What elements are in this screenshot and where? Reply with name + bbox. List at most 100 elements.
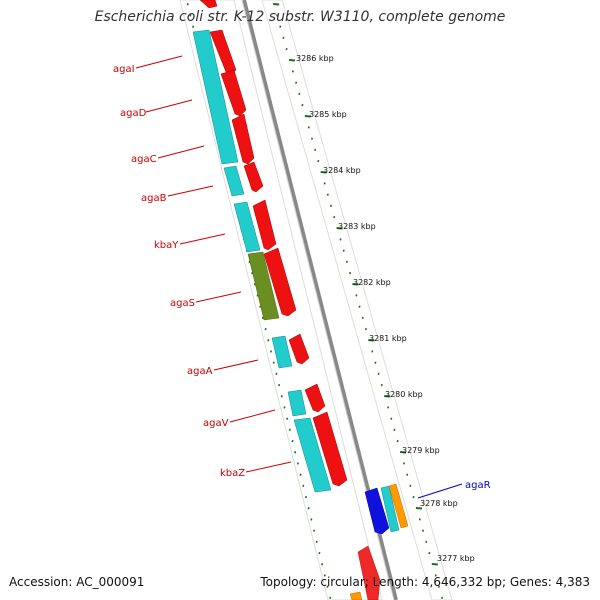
- inner-tick-mark: [278, 383, 281, 387]
- outer-tick-mark: [275, 14, 279, 17]
- gene-label-agaR[interactable]: agaR: [465, 480, 491, 491]
- outer-tick-mark: [418, 518, 421, 521]
- outer-tick-mark: [307, 126, 310, 129]
- inner-tick-mark: [302, 484, 305, 488]
- inner-tick-mark: [291, 439, 294, 443]
- outer-tick-mark: [431, 563, 438, 566]
- outer-tick-mark: [355, 294, 358, 297]
- gene-red-9[interactable]: [312, 411, 348, 487]
- gene-red-10[interactable]: [357, 545, 381, 600]
- outer-tick-mark: [371, 350, 374, 353]
- inner-tick-mark: [288, 428, 291, 432]
- gene-label-agaA[interactable]: agaA: [187, 366, 213, 377]
- scale-label-3281: 3281 kbp: [369, 334, 407, 343]
- inner-tick-mark: [294, 451, 297, 454]
- gene-agaR[interactable]: [364, 487, 390, 535]
- outer-tick-mark: [342, 249, 345, 252]
- gene-orange-1[interactable]: [388, 483, 409, 529]
- gene-red-7[interactable]: [288, 333, 310, 365]
- outer-tick-mark: [301, 103, 304, 107]
- inner-tick-mark: [321, 563, 324, 566]
- inner-tick-mark: [192, 25, 195, 28]
- inner-tick-mark: [186, 3, 189, 6]
- gene-orange-2[interactable]: [349, 591, 363, 600]
- inner-tick-mark: [299, 473, 302, 476]
- gene-label-agaB[interactable]: agaB: [141, 193, 167, 204]
- map-title: Escherichia coli str. K-12 substr. W3110…: [94, 9, 506, 25]
- gene-label-kbaZ[interactable]: kbaZ: [220, 468, 245, 479]
- inner-tick-mark: [283, 406, 286, 409]
- gene-label-group: agaI agaD agaC agaB kbaY agaS agaA agaV …: [113, 64, 491, 491]
- scale-label-3284: 3284 kbp: [323, 166, 361, 175]
- inner-tick-mark: [269, 350, 273, 353]
- gene-label-agaS[interactable]: agaS: [170, 298, 195, 309]
- gene-red-2[interactable]: [220, 69, 247, 117]
- inner-tick-mark: [189, 14, 192, 17]
- scale-label-3285: 3285 kbp: [309, 110, 347, 119]
- gene-red-8[interactable]: [304, 383, 326, 413]
- outer-tick-mark: [437, 585, 440, 588]
- gene-agaR-partner[interactable]: [380, 485, 400, 533]
- outer-tick-mark: [288, 59, 296, 62]
- inner-tick-mark: [329, 596, 332, 600]
- outer-tick-mark: [348, 271, 352, 275]
- outer-tick-mark: [339, 238, 342, 241]
- inner-tick-mark: [304, 495, 308, 499]
- inner-tick-mark: [272, 361, 275, 364]
- gene-kbaZ[interactable]: [293, 417, 332, 493]
- accession-text: Accession: AC_000091: [9, 575, 145, 589]
- gene-agaB[interactable]: [223, 165, 245, 197]
- outer-tick-mark: [409, 484, 412, 488]
- gene-agaV[interactable]: [287, 389, 307, 417]
- gene-label-agaD[interactable]: agaD: [120, 108, 147, 119]
- gene-agaS[interactable]: [247, 251, 280, 321]
- outer-tick-mark: [314, 148, 317, 152]
- outer-tick-mark: [317, 159, 320, 163]
- outer-tick-mark: [323, 182, 326, 185]
- inner-tick-mark: [312, 529, 316, 532]
- leader-lines: [135, 55, 463, 499]
- outer-tick-mark: [304, 115, 311, 118]
- gene-agaA[interactable]: [271, 335, 293, 369]
- gene-red-6[interactable]: [263, 247, 297, 317]
- outer-tick-mark: [368, 339, 375, 342]
- outer-tick-mark: [393, 428, 396, 432]
- outer-tick-mark: [326, 193, 329, 196]
- inner-tick-mark: [286, 417, 289, 420]
- outer-tick-mark: [415, 507, 423, 510]
- gene-label-agaI[interactable]: agaI: [113, 64, 135, 75]
- outer-tick-mark: [428, 551, 431, 555]
- scale-label-3282: 3282 kbp: [353, 278, 391, 287]
- forward-cds-track: [199, 0, 381, 600]
- outer-tick-mark: [282, 36, 285, 40]
- gene-red-4[interactable]: [243, 161, 264, 193]
- outer-tick-mark: [361, 316, 364, 320]
- scale-label-3279: 3279 kbp: [402, 446, 440, 455]
- gene-agaI[interactable]: [192, 29, 239, 165]
- outer-tick-mark: [441, 596, 444, 600]
- gene-red-3[interactable]: [231, 113, 255, 165]
- gene-label-kbaY[interactable]: kbaY: [154, 240, 179, 251]
- reverse-cds-track: [192, 29, 400, 533]
- gene-red-0[interactable]: [199, 0, 218, 9]
- outer-tick-mark: [387, 406, 390, 409]
- outer-tick-mark: [384, 395, 391, 398]
- gene-label-agaC[interactable]: agaC: [131, 154, 157, 165]
- outer-tick-mark: [320, 171, 327, 174]
- gene-label-agaV[interactable]: agaV: [203, 418, 229, 429]
- inner-tick-mark: [267, 339, 270, 342]
- outer-tick-mark: [425, 540, 428, 544]
- outer-tick-mark: [358, 305, 361, 308]
- inner-tick-mark: [315, 540, 318, 544]
- inner-tick-mark: [280, 395, 283, 398]
- outer-tick-mark: [434, 574, 437, 577]
- outer-tick-mark: [279, 25, 282, 28]
- outer-tick-mark: [295, 81, 298, 84]
- outer-track-lane: [261, 0, 453, 600]
- outer-tick-mark: [345, 260, 348, 264]
- gene-red-5[interactable]: [252, 199, 277, 251]
- gene-kbaY[interactable]: [233, 201, 261, 253]
- inner-tick-mark: [264, 327, 267, 331]
- regulator-track: [349, 483, 409, 600]
